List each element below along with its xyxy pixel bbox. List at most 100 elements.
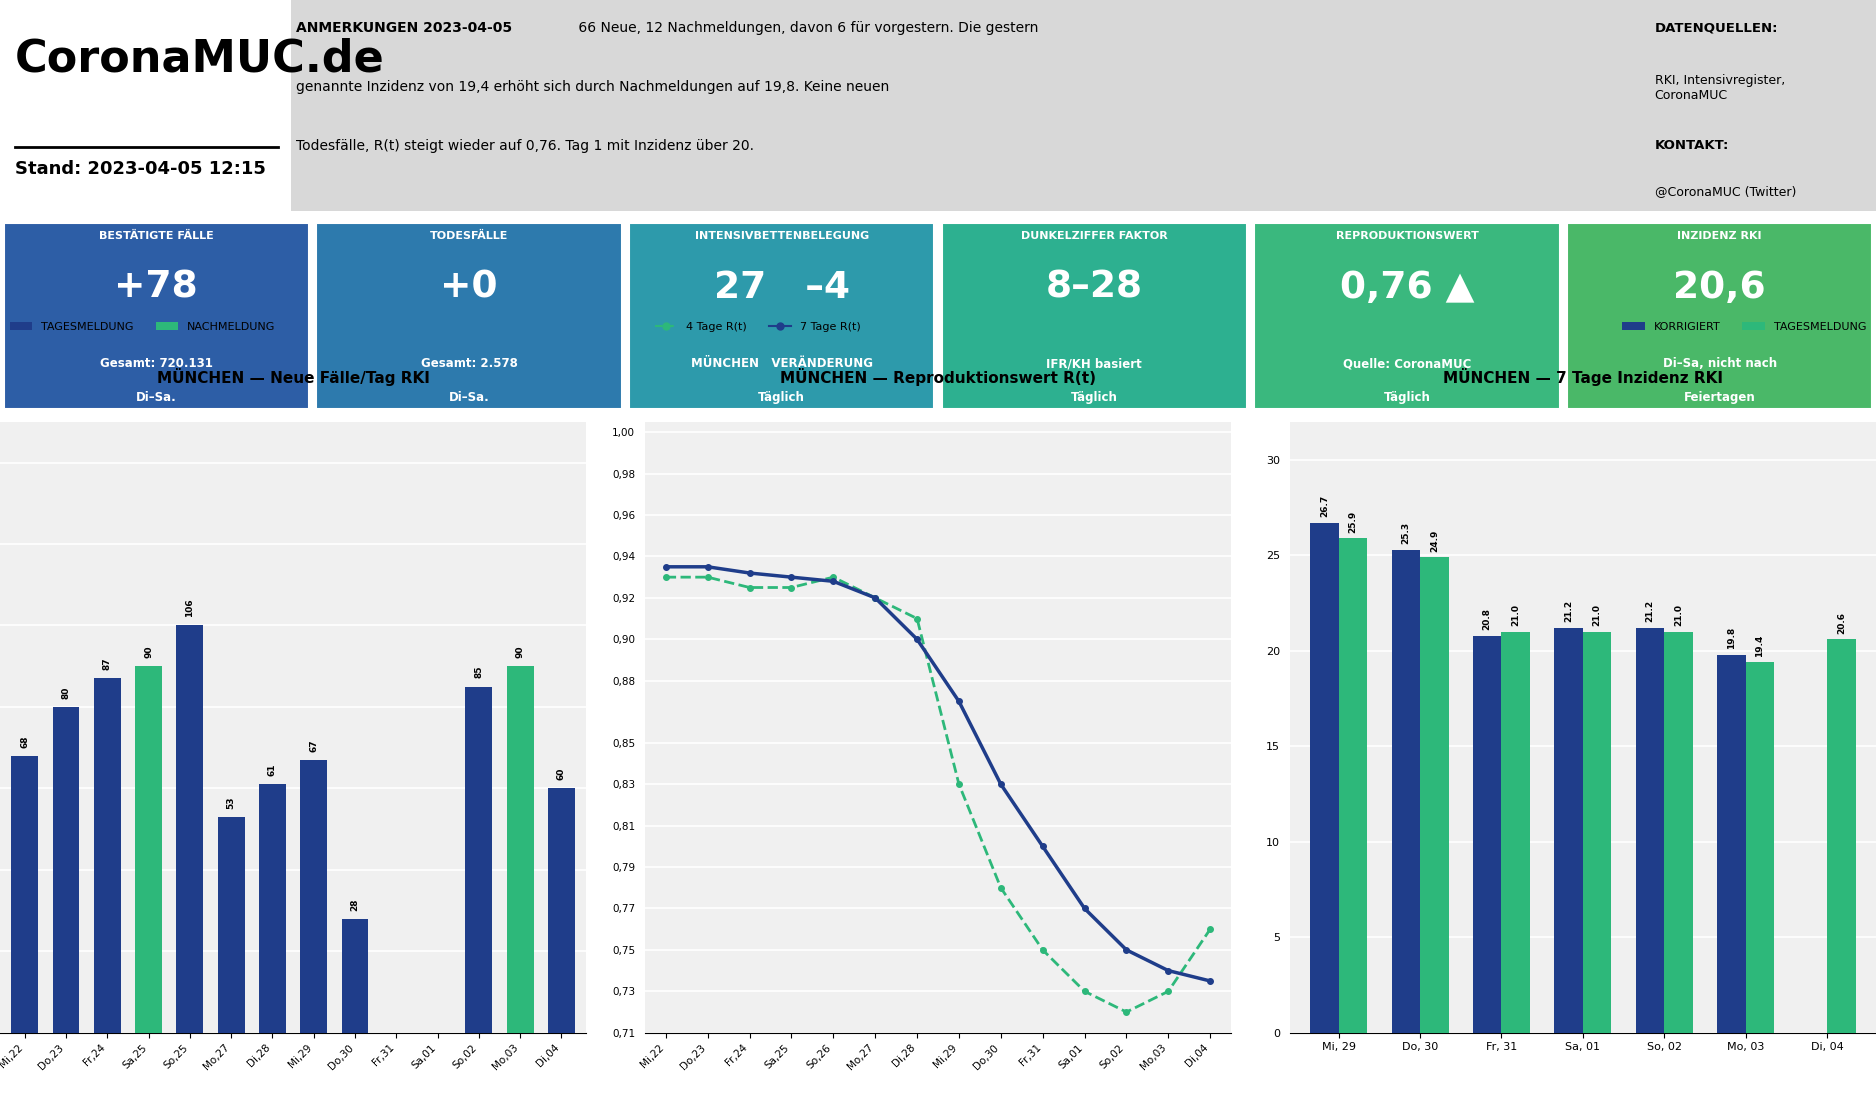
- Bar: [1583, 632, 1611, 1033]
- Text: Täglich: Täglich: [1071, 391, 1118, 405]
- Legend: TAGESMELDUNG, NACHMELDUNG: TAGESMELDUNG, NACHMELDUNG: [6, 317, 280, 336]
- Bar: [135, 666, 161, 1033]
- Bar: [628, 224, 934, 409]
- Text: +0: +0: [441, 270, 497, 306]
- Bar: [341, 919, 368, 1033]
- Text: 21.0: 21.0: [1593, 604, 1602, 626]
- Text: Gesamt: 720.131: Gesamt: 720.131: [99, 357, 212, 370]
- Text: 87: 87: [103, 657, 113, 671]
- Bar: [1473, 636, 1501, 1033]
- Text: : Summe RKI heute minus Genesene: : Summe RKI heute minus Genesene: [1111, 1069, 1392, 1084]
- Text: INTENSIVBETTENBELEGUNG: INTENSIVBETTENBELEGUNG: [694, 231, 869, 241]
- Bar: [1501, 632, 1531, 1033]
- Bar: [1392, 549, 1420, 1033]
- Bar: [465, 686, 492, 1033]
- Bar: [1255, 224, 1559, 409]
- Text: 21.0: 21.0: [1673, 604, 1683, 626]
- Bar: [548, 788, 574, 1033]
- Text: 61: 61: [268, 764, 278, 776]
- Text: Di–Sa, nicht nach: Di–Sa, nicht nach: [1662, 357, 1777, 370]
- Title: MÜNCHEN — 7 Tage Inzidenz RKI: MÜNCHEN — 7 Tage Inzidenz RKI: [1443, 368, 1722, 386]
- Legend: KORRIGIERT, TAGESMELDUNG: KORRIGIERT, TAGESMELDUNG: [1617, 317, 1870, 336]
- Bar: [1636, 628, 1664, 1033]
- Text: CoronaMUC.de: CoronaMUC.de: [15, 38, 385, 81]
- Bar: [1309, 523, 1339, 1033]
- Text: REPRODUKTIONSWERT: REPRODUKTIONSWERT: [1336, 231, 1478, 241]
- Bar: [1747, 663, 1775, 1033]
- Text: 67: 67: [310, 739, 319, 752]
- Text: 21.2: 21.2: [1565, 600, 1574, 623]
- Text: +78: +78: [114, 270, 199, 306]
- Text: KONTAKT:: KONTAKT:: [1655, 139, 1730, 152]
- Text: 68: 68: [21, 735, 30, 747]
- Bar: [53, 707, 79, 1033]
- Bar: [1339, 538, 1368, 1033]
- Text: INZIDENZ RKI: INZIDENZ RKI: [1677, 231, 1762, 241]
- Bar: [1555, 628, 1583, 1033]
- Bar: [11, 756, 38, 1033]
- Bar: [507, 666, 533, 1033]
- Text: DATENQUELLEN:: DATENQUELLEN:: [1655, 21, 1778, 34]
- Bar: [176, 625, 203, 1033]
- Text: 8–28: 8–28: [1045, 270, 1142, 306]
- Text: 53: 53: [227, 796, 236, 808]
- Text: Aktuell Infizierte: Aktuell Infizierte: [938, 1069, 1082, 1084]
- Text: genannte Inzidenz von 19,4 erhöht sich durch Nachmeldungen auf 19,8. Keine neuen: genannte Inzidenz von 19,4 erhöht sich d…: [296, 80, 889, 95]
- Text: 19.4: 19.4: [1756, 634, 1765, 657]
- Text: Gesamt: 2.578: Gesamt: 2.578: [420, 357, 518, 370]
- Text: Di–Sa.: Di–Sa.: [448, 391, 490, 405]
- Text: 25.3: 25.3: [1401, 522, 1411, 544]
- Point: [266, 141, 289, 155]
- Text: Täglich: Täglich: [1384, 391, 1430, 405]
- Legend: 4 Tage R(t), 7 Tage R(t): 4 Tage R(t), 7 Tage R(t): [651, 317, 865, 336]
- Text: 90: 90: [144, 646, 154, 658]
- Text: Di–Sa.: Di–Sa.: [135, 391, 176, 405]
- Text: IFR/KH basiert: IFR/KH basiert: [1047, 357, 1142, 370]
- Text: 66 Neue, 12 Nachmeldungen, davon 6 für vorgestern. Die gestern: 66 Neue, 12 Nachmeldungen, davon 6 für v…: [574, 21, 1039, 36]
- Text: Quelle: CoronaMUC: Quelle: CoronaMUC: [1343, 357, 1471, 370]
- Text: 19.8: 19.8: [1728, 627, 1735, 649]
- Title: MÜNCHEN — Neue Fälle/Tag RKI: MÜNCHEN — Neue Fälle/Tag RKI: [158, 368, 430, 386]
- Point: [4, 141, 26, 155]
- Text: Stand: 2023-04-05 12:15: Stand: 2023-04-05 12:15: [15, 160, 266, 178]
- Text: 28: 28: [351, 898, 360, 911]
- Text: 21.0: 21.0: [1512, 604, 1520, 626]
- Text: 20,6: 20,6: [1673, 270, 1765, 306]
- Text: 27   –4: 27 –4: [713, 270, 850, 306]
- Bar: [1566, 224, 1872, 409]
- Bar: [300, 759, 326, 1033]
- Text: 20.8: 20.8: [1482, 608, 1491, 629]
- Bar: [1420, 557, 1448, 1033]
- Text: BESTÄTIGTE FÄLLE: BESTÄTIGTE FÄLLE: [99, 231, 214, 241]
- Bar: [317, 224, 621, 409]
- Bar: [218, 817, 244, 1033]
- Text: @CoronaMUC (Twitter): @CoronaMUC (Twitter): [1655, 186, 1795, 198]
- Text: 26.7: 26.7: [1321, 495, 1328, 517]
- Bar: [291, 0, 1876, 210]
- Bar: [942, 224, 1248, 409]
- Text: 85: 85: [475, 666, 484, 678]
- Text: 90: 90: [516, 646, 525, 658]
- Bar: [1827, 639, 1855, 1033]
- Text: 25.9: 25.9: [1349, 510, 1358, 533]
- Bar: [94, 678, 120, 1033]
- Text: DUNKELZIFFER FAKTOR: DUNKELZIFFER FAKTOR: [1021, 231, 1167, 241]
- Text: ANMERKUNGEN 2023-04-05: ANMERKUNGEN 2023-04-05: [296, 21, 512, 36]
- Text: 80: 80: [62, 686, 71, 698]
- Text: * Genesene:  7 Tages Durchschnitt der Summe RKI vor 10 Tagen |: * Genesene: 7 Tages Durchschnitt der Sum…: [430, 1069, 938, 1084]
- Text: TODESFÄLLE: TODESFÄLLE: [430, 231, 508, 241]
- Bar: [1717, 655, 1747, 1033]
- Text: Feiertagen: Feiertagen: [1685, 391, 1756, 405]
- Text: 0,76 ▲: 0,76 ▲: [1339, 270, 1475, 306]
- Text: RKI, Intensivregister,
CoronaMUC: RKI, Intensivregister, CoronaMUC: [1655, 73, 1784, 101]
- Bar: [4, 224, 310, 409]
- Bar: [259, 784, 285, 1033]
- Text: 21.2: 21.2: [1645, 600, 1655, 623]
- Text: 24.9: 24.9: [1430, 529, 1439, 552]
- Bar: [1664, 632, 1692, 1033]
- Title: MÜNCHEN — Reproduktionswert R(t): MÜNCHEN — Reproduktionswert R(t): [780, 368, 1096, 386]
- Text: 60: 60: [557, 768, 567, 781]
- Text: MÜNCHEN   VERÄNDERUNG: MÜNCHEN VERÄNDERUNG: [690, 357, 872, 370]
- Text: 20.6: 20.6: [1837, 612, 1846, 634]
- Text: Todesfälle, R(t) steigt wieder auf 0,76. Tag 1 mit Inzidenz über 20.: Todesfälle, R(t) steigt wieder auf 0,76.…: [296, 139, 754, 153]
